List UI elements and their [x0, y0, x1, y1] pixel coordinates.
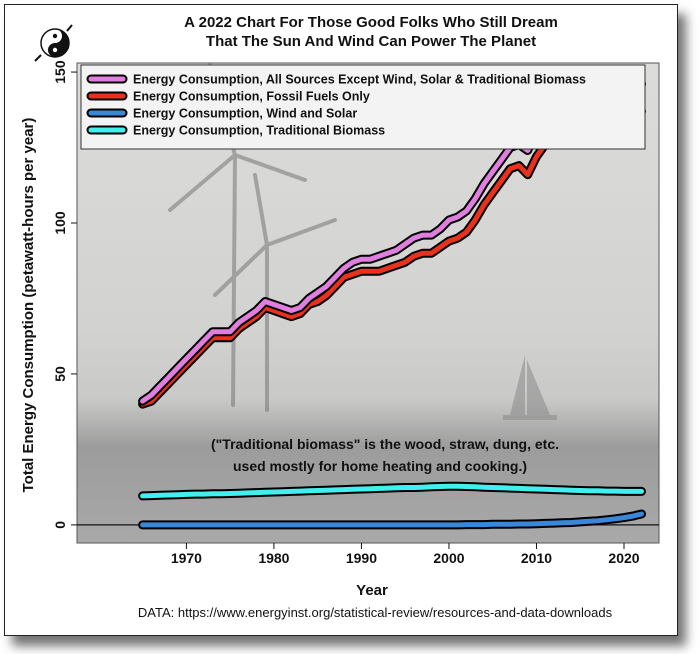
legend: Energy Consumption, All Sources Except W… [80, 64, 646, 150]
sailboat-icon [503, 355, 557, 420]
x-tick-label: 1990 [346, 550, 377, 566]
chart-title-line-1: A 2022 Chart For Those Good Folks Who St… [184, 14, 558, 31]
series-line-3 [140, 483, 644, 499]
axes: 1970 1980 1990 2000 2010 2020 0 50 100 150 [52, 60, 659, 566]
x-tick-label: 1970 [171, 550, 202, 566]
biomass-note-line-1: ("Traditional biomass" is the wood, stra… [211, 436, 559, 452]
y-axis-label: Total Energy Consumption (petawatt-hours… [20, 118, 37, 493]
legend-label-3: Energy Consumption, Traditional Biomass [133, 124, 385, 138]
series-line-2 [140, 511, 644, 528]
data-source-text: DATA: https://www.energyinst.org/statist… [138, 605, 613, 620]
legend-label-2: Energy Consumption, Wind and Solar [133, 107, 357, 121]
legend-label-0: Energy Consumption, All Sources Except W… [133, 73, 586, 87]
chart-title-line-2: That The Sun And Wind Can Power The Plan… [206, 33, 536, 50]
x-axis-label: Year [356, 582, 388, 599]
y-tick-label: 0 [52, 521, 68, 529]
y-tick-label: 100 [52, 211, 68, 235]
legend-box [80, 64, 646, 150]
chart: A 2022 Chart For Those Good Folks Who St… [20, 14, 660, 620]
x-tick-label: 2010 [521, 550, 552, 566]
legend-label-1: Energy Consumption, Fossil Fuels Only [133, 90, 370, 104]
chart-frame: A 2022 Chart For Those Good Folks Who St… [4, 4, 678, 636]
x-tick-label: 2000 [433, 550, 464, 566]
x-tick-label: 1980 [258, 550, 289, 566]
y-tick-label: 150 [52, 60, 68, 84]
yin-yang-logo [34, 24, 73, 62]
biomass-note-line-2: used mostly for home heating and cooking… [233, 458, 527, 474]
x-tick-label: 2020 [608, 550, 639, 566]
y-tick-label: 50 [52, 366, 68, 382]
